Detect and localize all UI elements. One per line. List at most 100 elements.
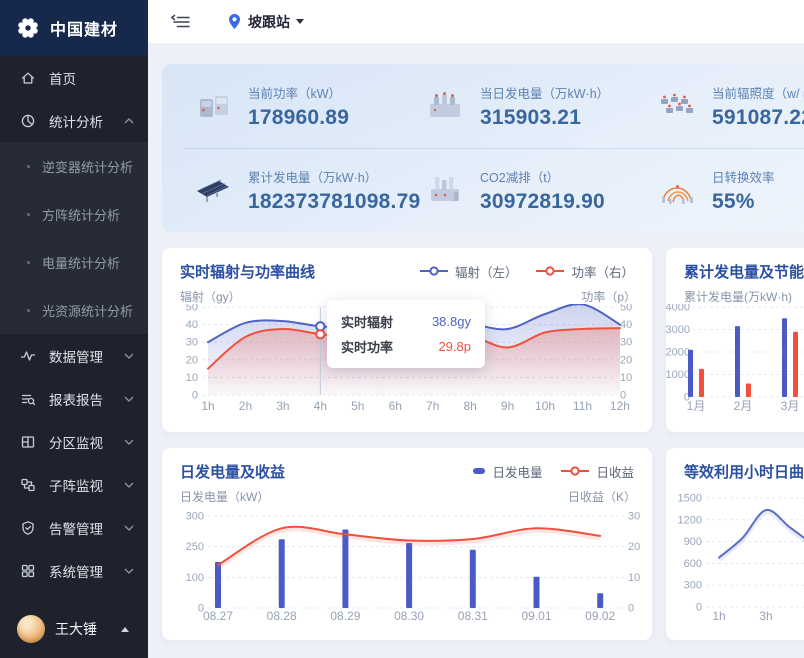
bullet-icon	[27, 165, 30, 168]
stat-value: 315903.21	[480, 105, 582, 129]
chart-head: 日发电量及收益 日发电量 日收益	[162, 448, 652, 482]
svg-text:20: 20	[620, 354, 632, 366]
pie-icon	[20, 113, 37, 129]
y-axis-name-left: 累计发电量(万kW·h)	[684, 290, 792, 304]
legend-item[interactable]: 日发电量	[472, 462, 542, 481]
svg-text:3h: 3h	[759, 609, 772, 623]
legend-item[interactable]: 日收益	[560, 462, 634, 481]
axis-names: 辐射（gy） 功率（p）	[162, 282, 652, 304]
svg-text:6h: 6h	[389, 399, 402, 413]
submenu-item[interactable]: 逆变器统计分析	[0, 142, 148, 190]
svg-text:20: 20	[628, 541, 640, 553]
submenu-item[interactable]: 方阵统计分析	[0, 190, 148, 238]
sidebar-item-report[interactable]: 报表报告	[0, 377, 148, 420]
sidebar-item-label: 告警管理	[49, 521, 103, 537]
sidebar-item-label: 统计分析	[49, 114, 103, 130]
sidebar-collapse-icon[interactable]	[170, 14, 191, 30]
chevron-down-icon	[124, 568, 134, 574]
chevron-up-icon	[124, 117, 134, 124]
submenu-item[interactable]: 光资源统计分析	[0, 286, 148, 334]
svg-text:08.28: 08.28	[267, 609, 297, 623]
pv-array-icon	[656, 90, 700, 122]
svg-text:10h: 10h	[535, 399, 555, 413]
svg-text:1500: 1500	[678, 493, 702, 505]
sidebar-item-partition[interactable]: 分区监视	[0, 420, 148, 463]
svg-text:0: 0	[628, 603, 634, 615]
chart-head: 等效利用小时日曲线	[666, 448, 804, 482]
chart-tooltip: 实时辐射 38.8gy 实时功率 29.8p	[327, 300, 485, 368]
svg-text:1月: 1月	[687, 399, 706, 413]
chart-card-cumulative-energy: 累计发电量及节能减 累计发电量(万kW·h) 0 1000 2000 3000 4000 1…	[666, 248, 804, 432]
svg-text:11h: 11h	[573, 399, 592, 413]
y-axis-name-right: 功率（p）	[581, 290, 636, 304]
stat-item-1: 当日发电量（万kW·h） 315903.21	[424, 64, 656, 148]
solar-panel-icon	[192, 174, 236, 206]
tooltip-row: 实时辐射 38.8gy	[341, 314, 471, 330]
stats-panel: 当前功率（kW） 178960.89 当日发电量（万kW·h） 315903.2…	[162, 64, 804, 232]
stats-divider	[184, 148, 804, 149]
svg-text:600: 600	[684, 558, 702, 570]
chart-head: 实时辐射与功率曲线 辐射（左） 功率（右）	[162, 248, 652, 282]
submenu-item-label: 方阵统计分析	[42, 207, 121, 223]
svg-text:09.02: 09.02	[585, 609, 615, 623]
avatar[interactable]	[17, 615, 45, 643]
svg-text:10: 10	[186, 372, 198, 384]
chart-title: 实时辐射与功率曲线	[180, 263, 316, 281]
svg-text:100: 100	[186, 572, 204, 584]
sidebar-item-label: 数据管理	[49, 349, 103, 365]
svg-text:0: 0	[684, 392, 690, 404]
sidebar-item-label: 报表报告	[49, 392, 103, 408]
stat-label: 累计发电量（万kW·h）	[248, 170, 378, 185]
svg-text:7h: 7h	[426, 399, 439, 413]
svg-text:1200: 1200	[678, 514, 702, 526]
logo-text: 中国建材	[50, 22, 119, 39]
stat-label: 日转换效率	[712, 170, 775, 185]
user-bar[interactable]: 王大锤	[0, 600, 148, 658]
chevron-down-icon	[124, 353, 134, 359]
sidebar-item-data[interactable]: 数据管理	[0, 334, 148, 377]
stat-item-4: CO2减排（t） 30972819.90	[424, 148, 656, 232]
svg-text:40: 40	[186, 319, 198, 331]
chart-title: 日发电量及收益	[180, 463, 286, 481]
submenu-item[interactable]: 电量统计分析	[0, 238, 148, 286]
plant-icon	[424, 90, 468, 122]
home-icon	[20, 70, 37, 86]
activity-icon	[20, 348, 37, 364]
main-content: 当前功率（kW） 178960.89 当日发电量（万kW·h） 315903.2…	[148, 44, 804, 658]
chevron-down-icon	[124, 439, 134, 445]
svg-text:2h: 2h	[239, 399, 252, 413]
report-icon	[20, 391, 37, 407]
y-axis-name-right: 日收益（K）	[567, 490, 636, 504]
sidebar-item-stats[interactable]: 统计分析	[0, 99, 148, 142]
shield-icon	[20, 520, 37, 536]
svg-text:9h: 9h	[501, 399, 514, 413]
submenu-item-label: 电量统计分析	[42, 255, 121, 271]
svg-text:3月: 3月	[781, 399, 800, 413]
tooltip-row: 实时功率 29.8p	[341, 339, 471, 355]
sidebar-item-system[interactable]: 系统管理	[0, 549, 148, 592]
sidebar-item-subarray[interactable]: 子阵监视	[0, 463, 148, 506]
svg-text:3000: 3000	[666, 324, 690, 336]
svg-text:2000: 2000	[666, 347, 690, 359]
chevron-down-icon	[124, 396, 134, 402]
y-axis-name-left: 日发电量（kW）	[180, 490, 270, 504]
legend-item[interactable]: 功率（右）	[535, 262, 634, 281]
station-selector[interactable]: 坡跟站	[227, 12, 304, 32]
factory-icon	[424, 174, 468, 206]
sidebar-item-home[interactable]: 首页	[0, 56, 148, 99]
svg-text:900: 900	[684, 536, 702, 548]
svg-text:1h: 1h	[201, 399, 214, 413]
svg-text:50: 50	[620, 304, 632, 314]
chart-card-radiation-power: 实时辐射与功率曲线 辐射（左） 功率（右） 辐射（gy） 功率（p） 0 0 10 10 20 2…	[162, 248, 652, 432]
svg-text:50: 50	[186, 304, 198, 314]
legend-item[interactable]: 辐射（左）	[419, 262, 517, 281]
svg-text:1h: 1h	[712, 609, 725, 623]
sidebar-item-alarm[interactable]: 告警管理	[0, 506, 148, 549]
svg-text:09.01: 09.01	[521, 609, 551, 623]
svg-text:10: 10	[620, 372, 632, 384]
sidebar-item-label: 子阵监视	[49, 478, 103, 494]
stat-item-3: 累计发电量（万kW·h） 182373781098.79	[192, 148, 424, 232]
logo-icon	[15, 15, 41, 41]
chart-legend: 辐射（左） 功率（右）	[419, 262, 634, 281]
grid-icon	[20, 563, 37, 579]
